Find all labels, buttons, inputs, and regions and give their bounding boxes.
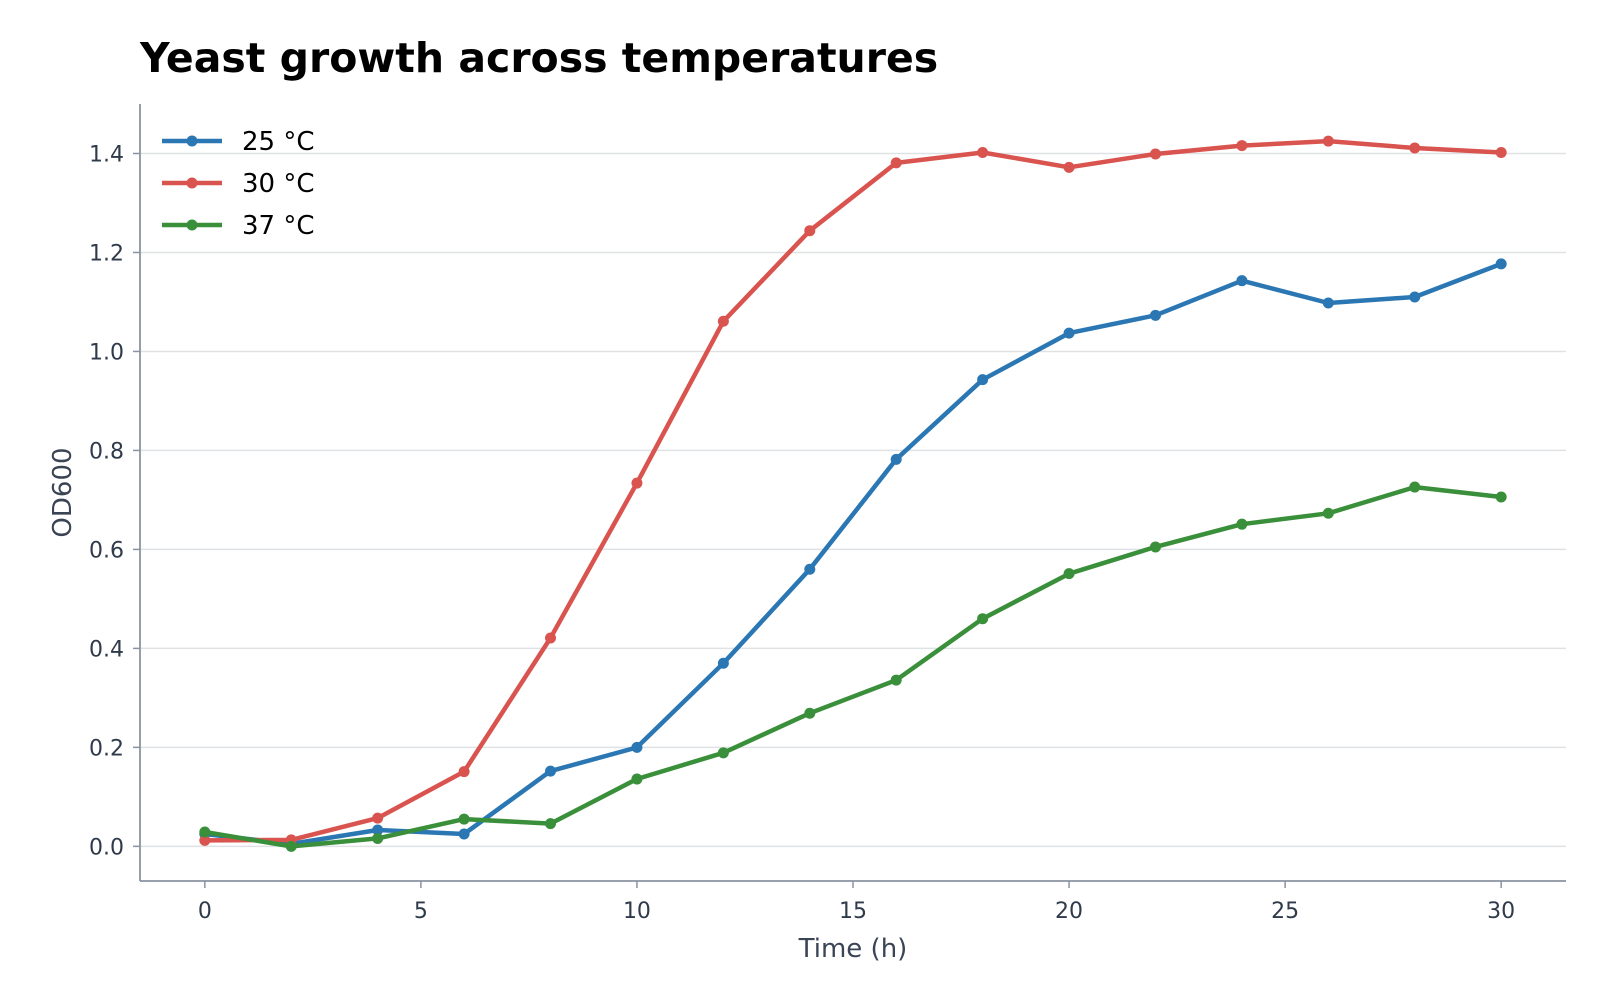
data-point xyxy=(372,824,384,836)
data-point xyxy=(890,157,902,169)
y-tick-label: 1.4 xyxy=(89,142,124,167)
legend-item: 37 °C xyxy=(162,211,315,241)
legend-label: 37 °C xyxy=(242,211,315,241)
data-point xyxy=(1236,140,1248,152)
data-point xyxy=(1063,568,1075,580)
y-tick-label: 0.8 xyxy=(89,439,124,464)
legend: 25 °C 30 °C 37 °C xyxy=(162,127,315,241)
grid-layer xyxy=(140,152,1566,848)
y-tick-label: 0.6 xyxy=(89,538,124,563)
x-tick-label: 25 xyxy=(1271,899,1299,924)
data-point xyxy=(1063,327,1075,339)
data-point xyxy=(804,225,816,237)
data-point xyxy=(1495,491,1507,503)
x-tick-label: 5 xyxy=(414,899,428,924)
x-axis-label: Time (h) xyxy=(798,934,908,964)
x-tick-label: 0 xyxy=(198,899,212,924)
data-point xyxy=(372,832,384,844)
data-point xyxy=(545,632,557,644)
data-point xyxy=(458,766,470,778)
legend-label: 30 °C xyxy=(242,169,315,199)
data-point xyxy=(1409,481,1421,493)
x-axis-ticks: 0 5 10 15 20 25 30 xyxy=(198,881,1515,924)
y-tick-label: 0.2 xyxy=(89,736,124,761)
data-point xyxy=(545,818,557,830)
data-point xyxy=(285,840,297,852)
legend-item: 30 °C xyxy=(162,169,315,199)
data-point xyxy=(1495,147,1507,159)
legend-swatch-marker xyxy=(186,219,198,231)
data-point xyxy=(1322,507,1334,519)
data-point xyxy=(717,747,729,759)
data-point xyxy=(631,477,643,489)
data-point xyxy=(458,828,470,840)
data-point xyxy=(199,826,211,838)
data-point xyxy=(717,657,729,669)
data-point xyxy=(717,315,729,327)
data-point xyxy=(372,812,384,824)
data-point xyxy=(890,674,902,686)
y-tick-label: 0.4 xyxy=(89,637,124,662)
data-point xyxy=(1149,541,1161,553)
series-line xyxy=(202,138,1504,843)
series-1 xyxy=(199,258,1507,850)
x-tick-label: 30 xyxy=(1487,899,1515,924)
y-tick-label: 1.0 xyxy=(89,340,124,365)
axes-layer xyxy=(139,104,1566,882)
series-layer xyxy=(199,135,1507,852)
y-tick-label: 1.2 xyxy=(89,241,124,266)
x-tick-label: 10 xyxy=(623,899,651,924)
series-3 xyxy=(199,481,1507,852)
data-point xyxy=(631,741,643,753)
data-point xyxy=(977,613,989,625)
x-tick-label: 20 xyxy=(1055,899,1083,924)
data-point xyxy=(1322,297,1334,309)
data-point xyxy=(1149,309,1161,321)
data-point xyxy=(890,453,902,465)
chart-title: Yeast growth across temperatures xyxy=(139,34,938,82)
legend-swatch-marker xyxy=(186,135,198,147)
data-point xyxy=(1236,275,1248,287)
y-axis-ticks: 0.0 0.2 0.4 0.6 0.8 1.0 1.2 1.4 xyxy=(89,142,140,860)
legend-swatch-marker xyxy=(186,177,198,189)
series-line xyxy=(202,261,1504,847)
legend-item: 25 °C xyxy=(162,127,315,157)
data-point xyxy=(1495,258,1507,270)
series-line xyxy=(202,484,1504,849)
data-point xyxy=(1236,518,1248,530)
series-2 xyxy=(199,135,1507,846)
data-point xyxy=(804,563,816,575)
legend-label: 25 °C xyxy=(242,127,315,157)
data-point xyxy=(458,813,470,825)
y-axis-label: OD600 xyxy=(48,447,78,537)
x-tick-label: 15 xyxy=(839,899,867,924)
data-point xyxy=(977,147,989,159)
data-point xyxy=(977,374,989,386)
data-point xyxy=(631,773,643,785)
data-point xyxy=(1409,291,1421,303)
y-tick-label: 0.0 xyxy=(89,835,124,860)
data-point xyxy=(1149,148,1161,160)
data-point xyxy=(804,707,816,719)
data-point xyxy=(199,834,211,846)
data-point xyxy=(545,765,557,777)
data-point xyxy=(1063,161,1075,173)
data-point xyxy=(1322,135,1334,147)
data-point xyxy=(1409,142,1421,154)
